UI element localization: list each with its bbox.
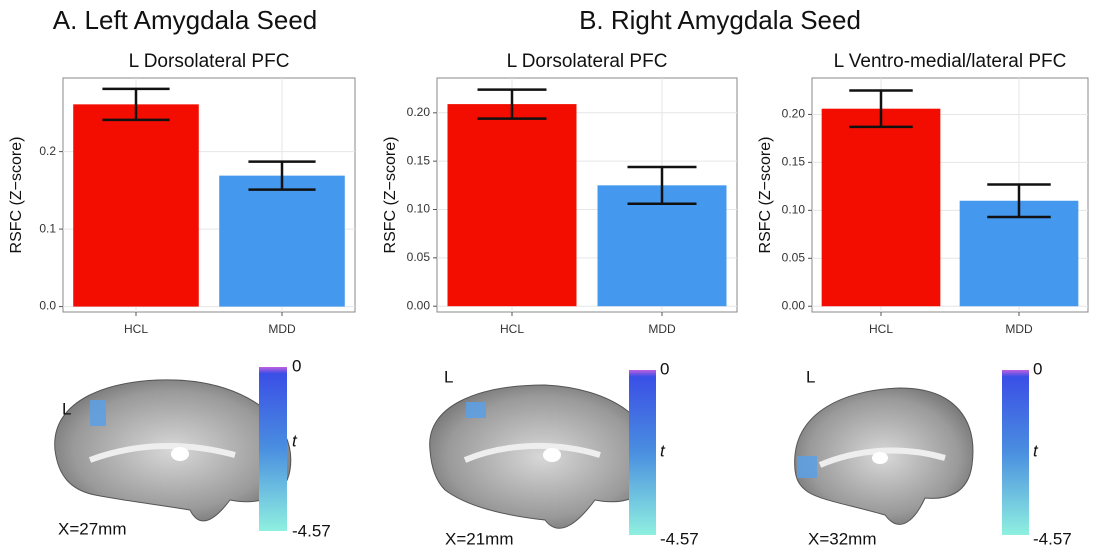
- hemisphere-label: L: [806, 367, 815, 386]
- brain-image: [430, 385, 656, 528]
- bar: [219, 176, 345, 307]
- colorbar-bottom: -4.57: [1033, 529, 1072, 548]
- brain-image: [795, 388, 973, 524]
- y-tick-label: 0.00: [782, 298, 806, 312]
- colorbar-label: t: [292, 431, 298, 450]
- bar: [73, 104, 199, 306]
- chart-title: L Dorsolateral PFC: [129, 51, 290, 72]
- y-tick-label: 0.10: [782, 203, 806, 217]
- y-tick-label: 0.1: [39, 221, 56, 235]
- x-tick-label: HCL: [869, 322, 893, 336]
- colorbar: [629, 370, 656, 535]
- colorbar-top: 0: [660, 359, 669, 378]
- colorbar-top: 0: [1033, 359, 1042, 378]
- x-tick-label: HCL: [500, 322, 524, 336]
- y-tick-label: 0.05: [782, 250, 806, 264]
- y-tick-label: 0.20: [407, 105, 431, 119]
- y-tick-label: 0.00: [407, 298, 431, 312]
- panel-heading: B. Right Amygdala Seed: [579, 5, 861, 35]
- y-axis-label: RSFC (Z−score): [382, 137, 399, 254]
- y-tick-label: 0.15: [407, 153, 431, 167]
- bar: [448, 104, 577, 306]
- y-tick-label: 0.0: [39, 299, 56, 313]
- bar: [822, 109, 941, 307]
- colorbar: [1002, 370, 1029, 535]
- colorbar: [259, 367, 287, 531]
- colorbar-label: t: [1033, 441, 1039, 460]
- y-tick-label: 0.10: [407, 202, 431, 216]
- x-tick-label: MDD: [268, 322, 296, 336]
- figure: A. Left Amygdala Seed B. Right Amygdala …: [0, 0, 1098, 553]
- slice-label: X=27mm: [58, 519, 127, 538]
- colorbar-bottom: -4.57: [660, 529, 699, 548]
- panel-heading: A. Left Amygdala Seed: [53, 5, 318, 35]
- chart-title: L Dorsolateral PFC: [507, 51, 668, 72]
- colorbar-label: t: [660, 441, 666, 460]
- y-tick-label: 0.15: [782, 155, 806, 169]
- y-tick-label: 0.05: [407, 250, 431, 264]
- x-tick-label: MDD: [648, 322, 676, 336]
- hemisphere-label: L: [444, 367, 453, 386]
- brain-image: [55, 380, 291, 521]
- y-tick-label: 0.20: [782, 107, 806, 121]
- y-axis-label: RSFC (Z−score): [8, 137, 25, 254]
- x-tick-label: HCL: [124, 322, 148, 336]
- y-axis-label: RSFC (Z−score): [757, 137, 774, 254]
- colorbar-top: 0: [292, 356, 301, 375]
- chart-title: L Ventro-medial/lateral PFC: [834, 51, 1067, 72]
- hemisphere-label: L: [62, 399, 71, 418]
- slice-label: X=21mm: [445, 529, 514, 548]
- y-tick-label: 0.2: [39, 144, 56, 158]
- colorbar-bottom: -4.57: [292, 521, 331, 540]
- x-tick-label: MDD: [1005, 322, 1033, 336]
- slice-label: X=32mm: [808, 529, 877, 548]
